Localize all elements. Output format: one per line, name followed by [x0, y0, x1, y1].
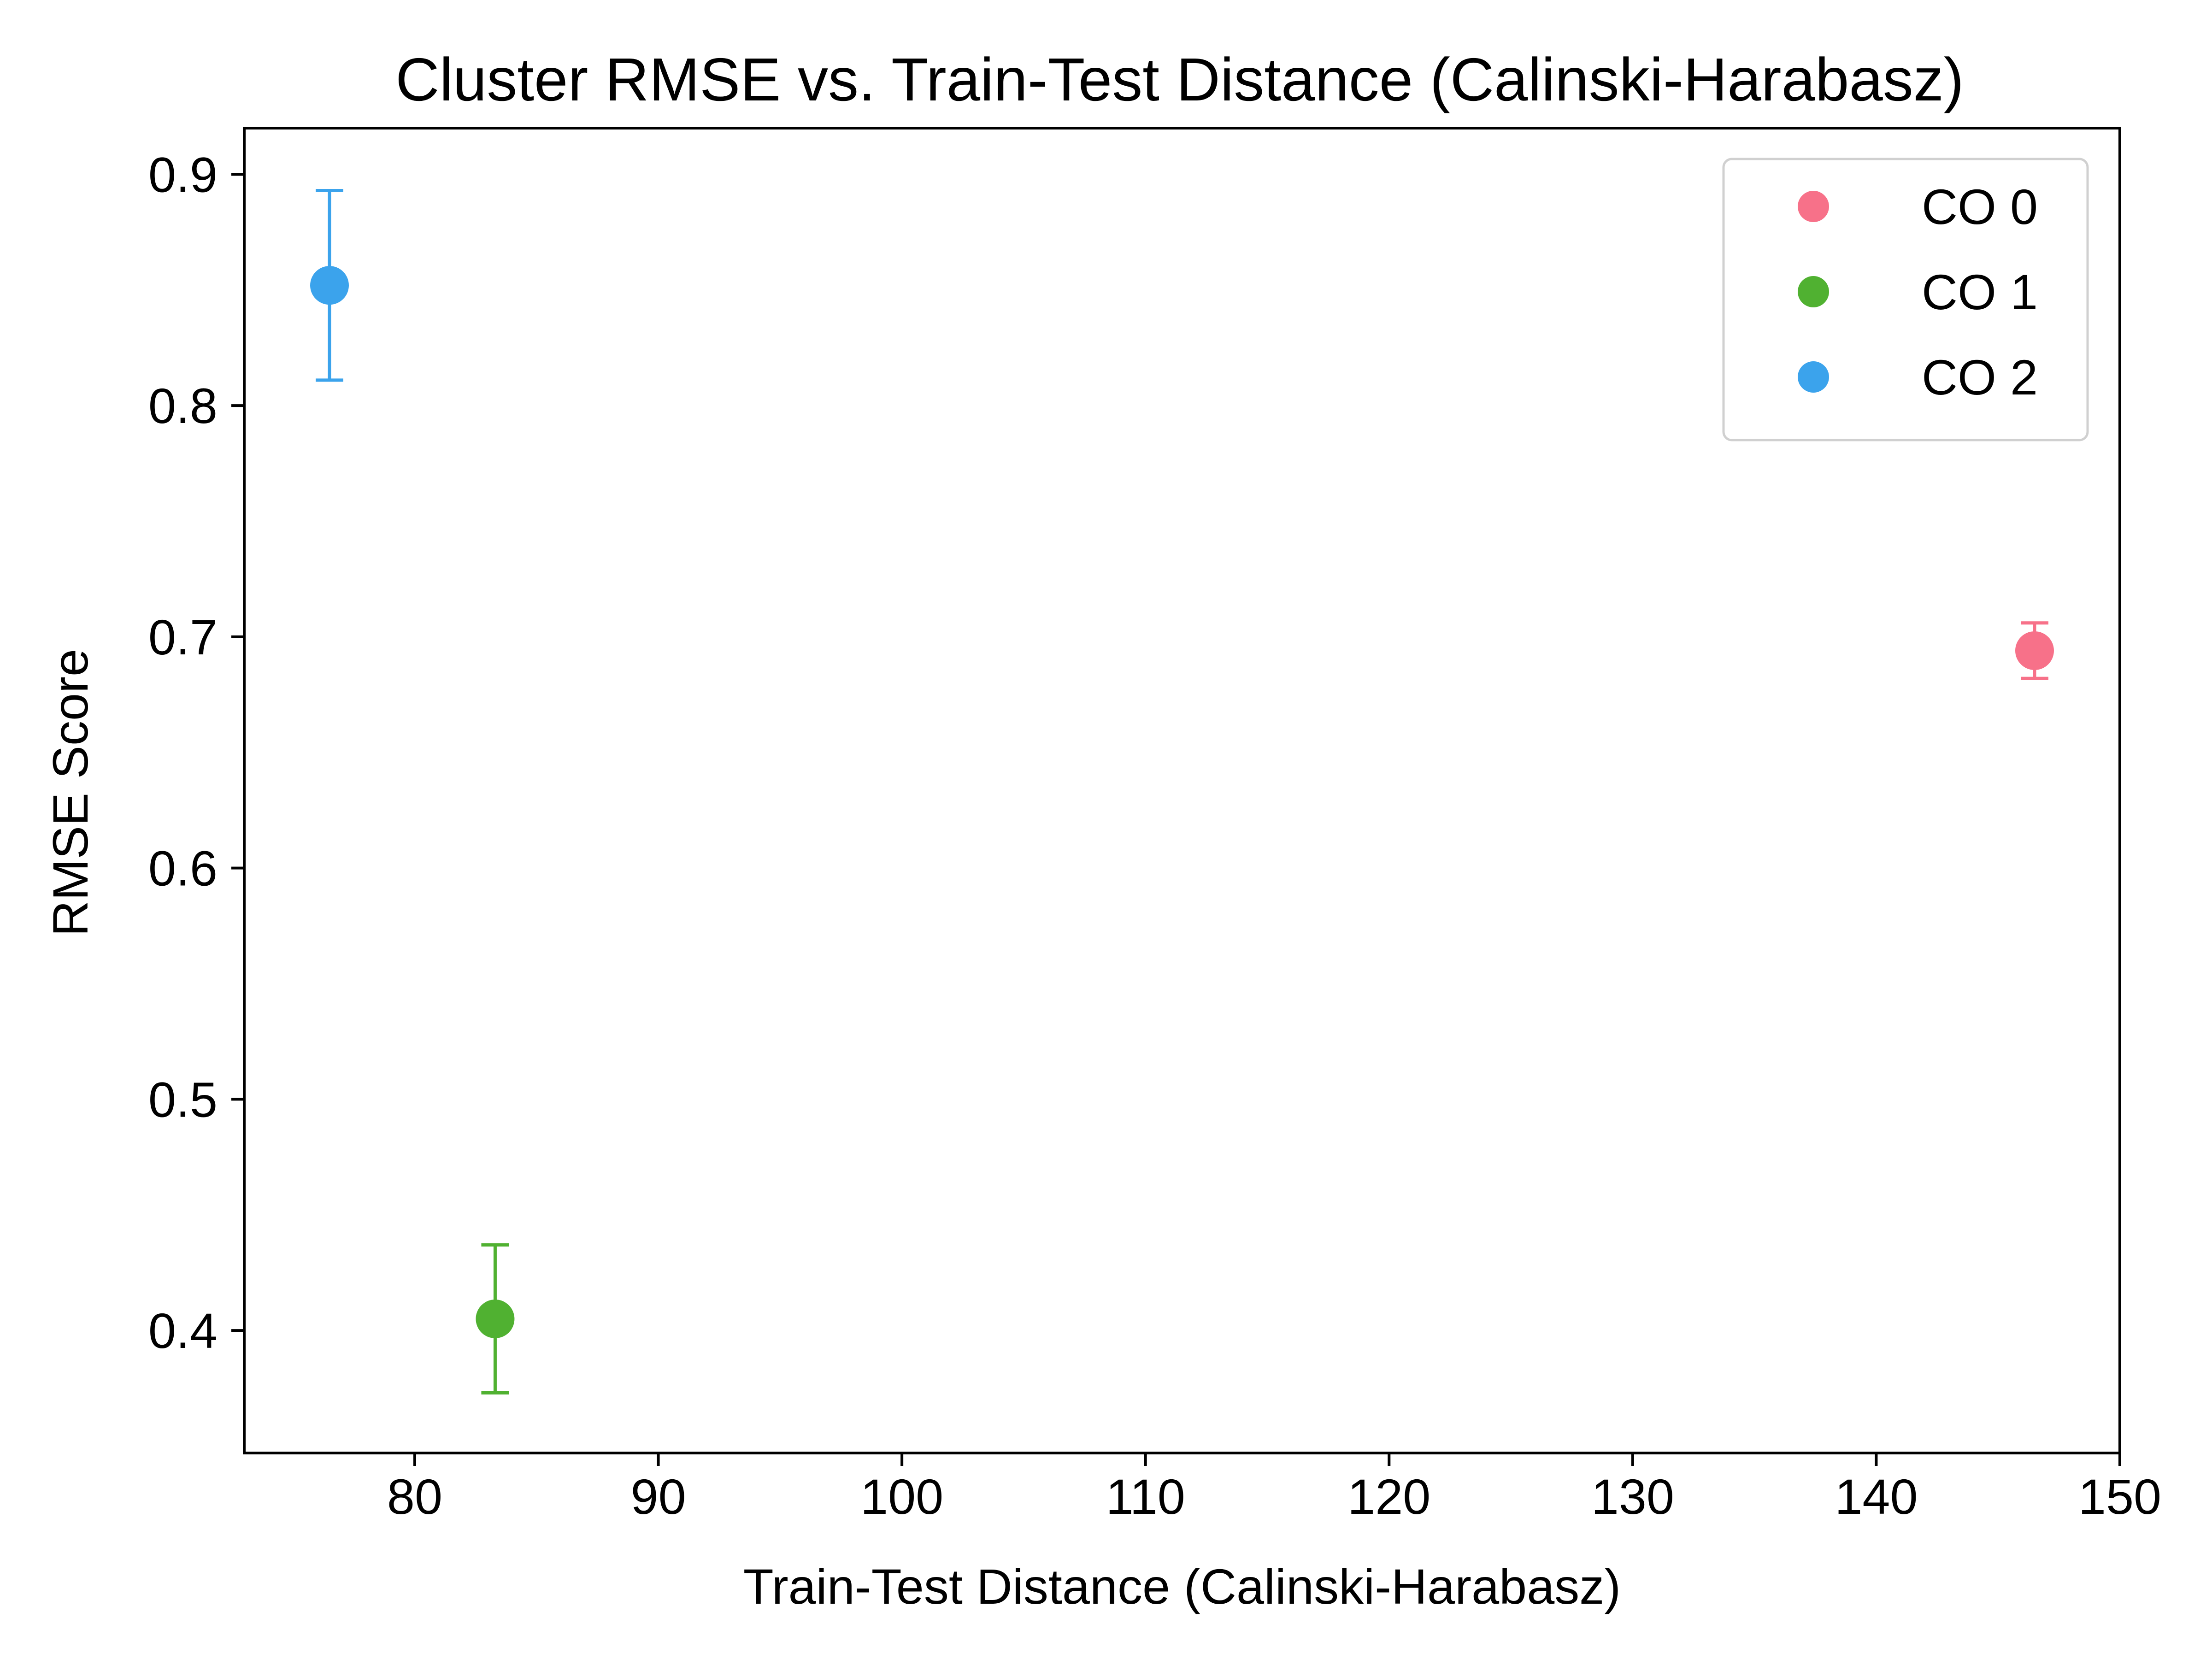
y-tick-label: 0.6: [148, 841, 218, 896]
axis-ticks: 80 90 100 110 120 130 140 150 0.4 0.5 0.6 0.7 0.8 0.9: [148, 147, 2161, 1524]
legend-marker: [1798, 191, 1829, 222]
x-tick-label: 140: [1835, 1469, 1918, 1524]
y-tick-label: 0.9: [148, 147, 218, 202]
legend-label: CO 2: [1922, 349, 2038, 405]
y-axis-label: RMSE Score: [42, 649, 98, 936]
x-tick-label: 80: [387, 1469, 442, 1524]
y-tick-label: 0.4: [148, 1303, 218, 1359]
x-tick-label: 90: [631, 1469, 686, 1524]
x-tick-label: 130: [1591, 1469, 1674, 1524]
y-tick-label: 0.5: [148, 1071, 218, 1127]
plot-frame: [243, 127, 2121, 1454]
legend-label: CO 0: [1922, 179, 2038, 235]
series-2-point: [310, 188, 349, 382]
x-tick-label: 100: [860, 1469, 943, 1524]
data-point-marker: [2015, 631, 2054, 670]
y-tick-label: 0.8: [148, 378, 218, 434]
data-point-marker: [476, 1299, 515, 1338]
x-tick-label: 150: [2078, 1469, 2161, 1524]
series-0-point: [2015, 621, 2054, 680]
data-point-marker: [310, 266, 349, 305]
legend-marker: [1798, 361, 1829, 393]
legend-marker: [1798, 276, 1829, 307]
data-points: [310, 188, 2054, 1395]
series-1-point: [476, 1243, 515, 1395]
legend: CO 0 CO 1 CO 2: [1722, 158, 2089, 441]
x-tick-label: 110: [1106, 1469, 1185, 1524]
y-tick-label: 0.7: [148, 609, 218, 665]
chart-title: Cluster RMSE vs. Train-Test Distance (Ca…: [395, 46, 1964, 113]
legend-label: CO 1: [1922, 264, 2038, 320]
x-tick-label: 120: [1347, 1469, 1430, 1524]
x-axis-label: Train-Test Distance (Calinski-Harabasz): [743, 1559, 1621, 1614]
